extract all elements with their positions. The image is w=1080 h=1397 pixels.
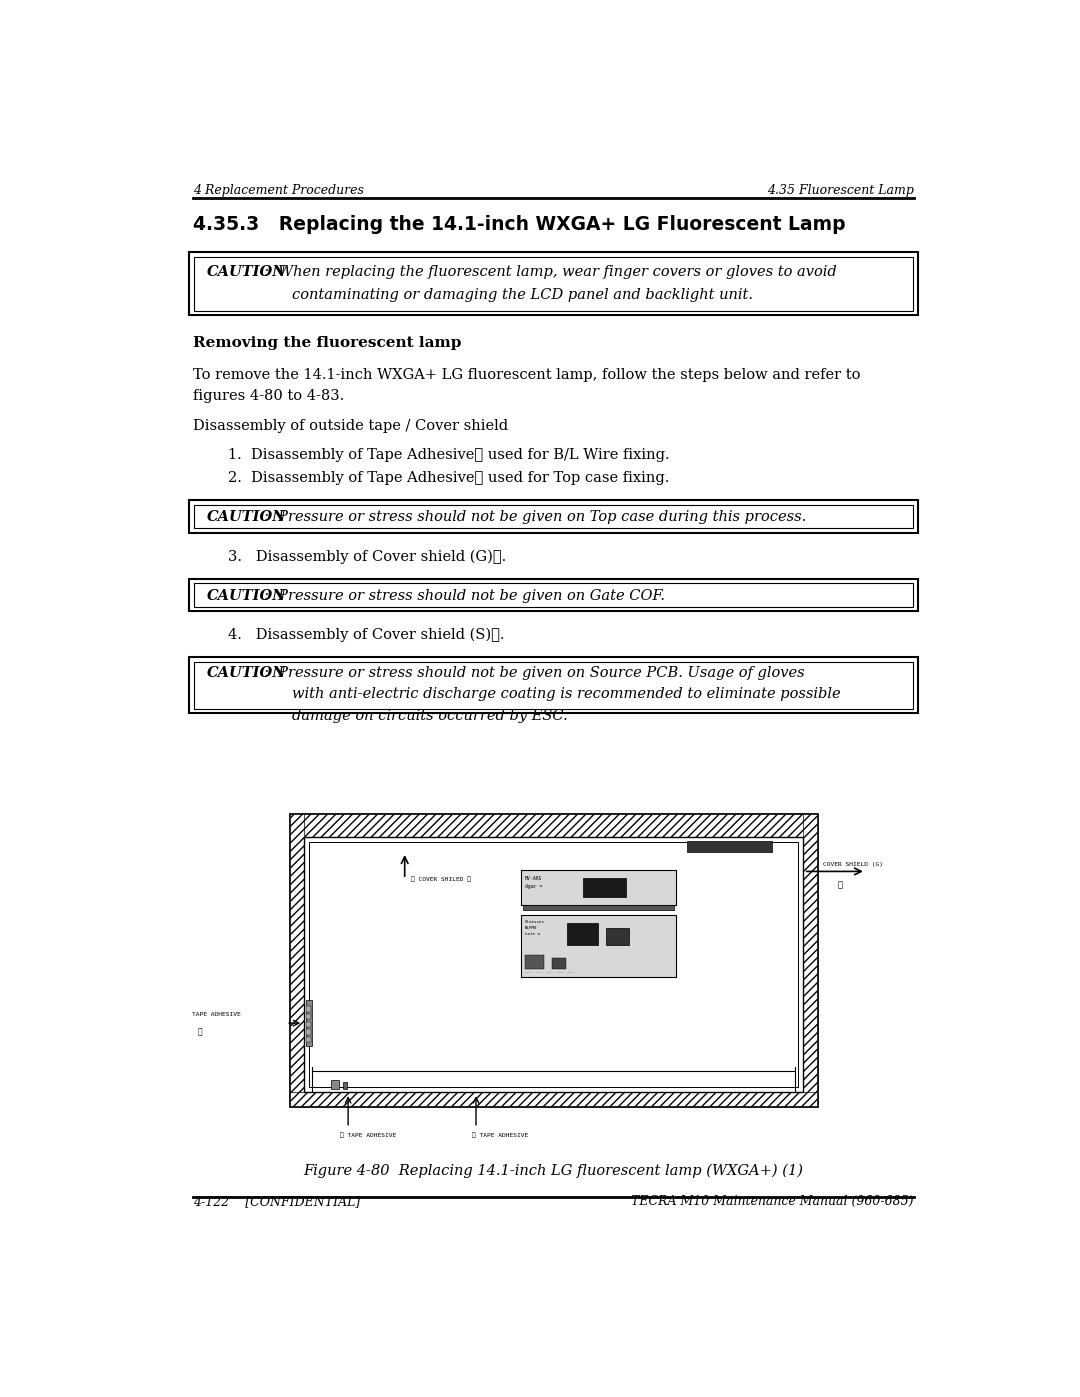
Bar: [606, 928, 630, 944]
Bar: [552, 958, 566, 970]
Bar: [309, 842, 798, 1087]
Bar: [189, 578, 918, 610]
Text: note n: note n: [525, 932, 540, 936]
Text: 4 Replacement Procedures: 4 Replacement Procedures: [193, 184, 364, 197]
Text: CAUTION: CAUTION: [207, 666, 286, 680]
Bar: [193, 504, 914, 528]
Bar: [193, 583, 914, 606]
Text: ___  ___  ___  ___  ___: ___ ___ ___ ___ ___: [525, 968, 573, 972]
Text: Ulnesses: Ulnesses: [525, 921, 544, 923]
Bar: [521, 870, 676, 904]
Text: ④ COVER SHILED ④: ④ COVER SHILED ④: [410, 877, 471, 883]
Text: :  Pressure or stress should not be given on Gate COF.: : Pressure or stress should not be given…: [264, 588, 664, 604]
Bar: [687, 841, 772, 852]
Bar: [804, 813, 816, 1106]
Bar: [521, 915, 676, 977]
Text: CAUTION: CAUTION: [207, 510, 286, 524]
Text: MV-ARS: MV-ARS: [525, 876, 542, 882]
Bar: [342, 1083, 347, 1088]
Bar: [306, 1000, 312, 1046]
Bar: [291, 1092, 816, 1106]
Text: figures 4-80 to 4-83.: figures 4-80 to 4-83.: [193, 390, 345, 404]
Text: 4.35 Fluorescent Lamp: 4.35 Fluorescent Lamp: [767, 184, 914, 197]
Bar: [303, 837, 804, 1092]
Text: contaminating or damaging the LCD panel and backlight unit.: contaminating or damaging the LCD panel …: [293, 288, 754, 302]
Bar: [193, 662, 914, 708]
Text: 1.  Disassembly of Tape Adhesive① used for B/L Wire fixing.: 1. Disassembly of Tape Adhesive① used fo…: [228, 448, 670, 462]
Text: :  Pressure or stress should not be given on Source PCB. Usage of gloves: : Pressure or stress should not be given…: [264, 666, 805, 680]
Bar: [291, 813, 816, 1106]
Text: ③ TAPE ADHESIVE: ③ TAPE ADHESIVE: [472, 1133, 528, 1139]
Text: 3.   Disassembly of Cover shield (G)③.: 3. Disassembly of Cover shield (G)③.: [228, 549, 507, 564]
Bar: [567, 923, 598, 944]
Text: TECRA M10 Maintenance Manual (960-685): TECRA M10 Maintenance Manual (960-685): [632, 1194, 914, 1208]
Bar: [291, 813, 816, 837]
Text: Figure 4-80  Replacing 14.1-inch LG fluorescent lamp (WXGA+) (1): Figure 4-80 Replacing 14.1-inch LG fluor…: [303, 1164, 804, 1179]
Text: ① TAPE ADHESIVE: ① TAPE ADHESIVE: [340, 1133, 396, 1139]
Bar: [189, 500, 918, 532]
Bar: [307, 1037, 311, 1042]
Bar: [332, 1080, 339, 1090]
Bar: [291, 813, 303, 1106]
Text: damage on circuits occurred by ESC.: damage on circuits occurred by ESC.: [293, 708, 568, 724]
Text: 2.  Disassembly of Tape Adhesive② used for Top case fixing.: 2. Disassembly of Tape Adhesive② used fo…: [228, 471, 670, 485]
Bar: [523, 905, 674, 909]
Text: To remove the 14.1-inch WXGA+ LG fluorescent lamp, follow the steps below and re: To remove the 14.1-inch WXGA+ LG fluores…: [193, 367, 861, 381]
Text: dgar =: dgar =: [525, 884, 542, 888]
Text: ②: ②: [198, 1027, 202, 1037]
Text: 4-122    [CONFIDENTIAL]: 4-122 [CONFIDENTIAL]: [193, 1194, 361, 1208]
Bar: [193, 257, 914, 312]
Bar: [307, 1021, 311, 1027]
Bar: [583, 877, 625, 897]
Text: TAPE ADHESIVE: TAPE ADHESIVE: [191, 1011, 241, 1017]
Text: Removing the fluorescent lamp: Removing the fluorescent lamp: [193, 335, 461, 349]
Bar: [307, 1006, 311, 1011]
Bar: [189, 253, 918, 316]
Bar: [525, 956, 544, 970]
Text: with anti-electric discharge coating is recommended to eliminate possible: with anti-electric discharge coating is …: [293, 687, 841, 701]
Text: Disassembly of outside tape / Cover shield: Disassembly of outside tape / Cover shie…: [193, 419, 509, 433]
Text: :  Pressure or stress should not be given on Top case during this process.: : Pressure or stress should not be given…: [264, 510, 806, 524]
Text: ③: ③: [837, 880, 842, 890]
Text: 4.35.3   Replacing the 14.1-inch WXGA+ LG Fluorescent Lamp: 4.35.3 Replacing the 14.1-inch WXGA+ LG …: [193, 215, 846, 235]
Bar: [307, 1030, 311, 1035]
Text: COVER SHIELD (G): COVER SHIELD (G): [823, 862, 883, 866]
Bar: [307, 1014, 311, 1020]
Text: NLPM0: NLPM0: [525, 926, 538, 930]
Text: CAUTION: CAUTION: [207, 588, 286, 604]
Text: :  When replacing the fluorescent lamp, wear finger covers or gloves to avoid: : When replacing the fluorescent lamp, w…: [264, 264, 836, 278]
Bar: [189, 658, 918, 712]
Text: CAUTION: CAUTION: [207, 264, 286, 278]
Text: 4.   Disassembly of Cover shield (S)④.: 4. Disassembly of Cover shield (S)④.: [228, 629, 504, 643]
